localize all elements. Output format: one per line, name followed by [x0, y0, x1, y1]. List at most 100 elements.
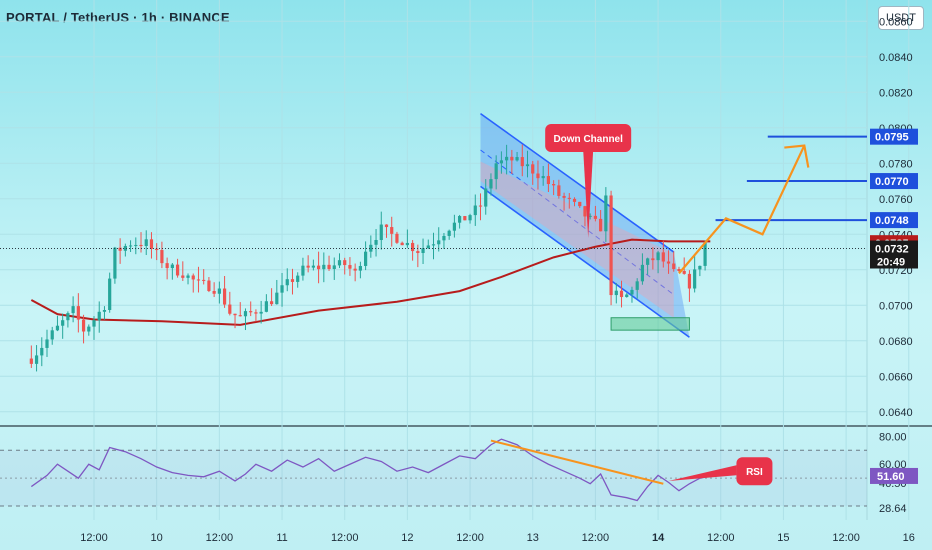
candle-body [369, 244, 373, 252]
rsi-value-label: 51.60 [877, 471, 905, 483]
candle-body [259, 311, 263, 314]
candle-body [296, 275, 300, 282]
candle-body [593, 215, 598, 219]
candles [29, 144, 707, 372]
candle-body [102, 310, 107, 312]
candle-body [515, 157, 519, 161]
ma-line [30, 238, 711, 326]
candle-body [149, 239, 154, 249]
candle-body [411, 242, 415, 252]
price-tick-label: 0.0820 [879, 87, 913, 99]
time-tick-label: 14 [652, 532, 665, 544]
rsi-callout-label: RSI [746, 467, 763, 478]
candle-body [625, 294, 629, 298]
candle-body [567, 197, 571, 199]
candle-body [578, 201, 582, 207]
candle-body [468, 215, 472, 221]
candle-body [604, 195, 608, 232]
candle-body [687, 273, 692, 289]
candle-body [113, 247, 117, 279]
candle-body [541, 176, 545, 179]
candle-body [144, 239, 148, 247]
candle-body [175, 264, 180, 276]
candle-body [81, 319, 86, 332]
candle-body [243, 311, 248, 317]
candle-body [484, 188, 488, 207]
rsi-divergence-line [490, 439, 664, 485]
candle-body [619, 290, 624, 298]
candle-body [478, 205, 483, 207]
price-tick-label: 0.0780 [879, 158, 913, 170]
time-tick-label: 15 [777, 532, 789, 544]
time-tick-label: 13 [527, 532, 539, 544]
candle-body [358, 265, 362, 271]
price-tick-label: 0.0700 [879, 300, 913, 312]
candle-body [165, 263, 169, 269]
candle-body [374, 240, 378, 245]
candle-body [416, 251, 420, 254]
candle-body [228, 304, 232, 314]
candle-body [170, 264, 174, 269]
candle-body [614, 290, 618, 296]
candle-body [343, 260, 347, 266]
candle-body [61, 320, 65, 326]
candle-body [348, 265, 352, 269]
candle-body [364, 251, 368, 266]
candle-body [97, 311, 101, 321]
candle-body [562, 195, 566, 198]
time-tick-label: 12:00 [707, 532, 735, 544]
candle-body [128, 245, 133, 247]
time-tick-label: 12:00 [582, 532, 610, 544]
candle-body [285, 279, 289, 286]
candle-body [280, 285, 284, 293]
price-badge-target [870, 128, 918, 145]
price-badge-target-label: 0.0795 [875, 132, 909, 144]
rsi-tick-label: 80.00 [879, 431, 907, 443]
price-badge-target-label: 0.0748 [875, 215, 909, 227]
annotations: Down Channel [0, 124, 867, 275]
current-price-label: 0.0732 [875, 244, 909, 256]
candle-body [442, 235, 446, 241]
rsi-band [0, 450, 867, 507]
time-tick-label: 12:00 [206, 532, 234, 544]
candle-body [196, 279, 201, 281]
candle-body [452, 222, 456, 231]
candle-body [672, 263, 676, 270]
candle-body [217, 288, 221, 294]
time-tick-label: 12 [401, 532, 413, 544]
candle-body [76, 306, 80, 320]
price-tick-label: 0.0640 [879, 407, 913, 419]
candle-body [646, 258, 650, 265]
candle-body [186, 275, 190, 278]
candle-body [390, 227, 394, 234]
candle-body [316, 265, 321, 270]
price-tick-label: 0.0760 [879, 194, 913, 206]
candle-body [301, 265, 305, 276]
rsi-value-badge [870, 467, 918, 484]
candle-body [118, 247, 122, 251]
candle-body [505, 156, 509, 161]
candle-body [677, 269, 681, 272]
price-axis: 0.06400.06600.06800.07000.07200.07400.07… [879, 16, 913, 515]
candle-body [693, 269, 697, 289]
candle-body [437, 240, 441, 245]
channel-lower-line [480, 185, 690, 338]
price-badge-target [870, 173, 918, 190]
candle-body [463, 216, 467, 221]
candle-body [630, 289, 634, 295]
candle-body [531, 164, 535, 174]
candle-body [160, 250, 164, 264]
price-badge-target-label: 0.0770 [875, 176, 909, 188]
candle-body [525, 164, 530, 167]
price-tick-label: 0.0840 [879, 52, 913, 64]
currency-button[interactable]: USDT [878, 6, 924, 30]
rsi-callout [736, 457, 773, 486]
price-tick-label: 0.0680 [879, 336, 913, 348]
down-channel-pointer [583, 150, 594, 238]
candle-body [421, 248, 425, 254]
candle-body [552, 184, 556, 186]
candle-body [327, 264, 331, 270]
projection-path [678, 145, 806, 275]
candle-body [384, 224, 389, 228]
